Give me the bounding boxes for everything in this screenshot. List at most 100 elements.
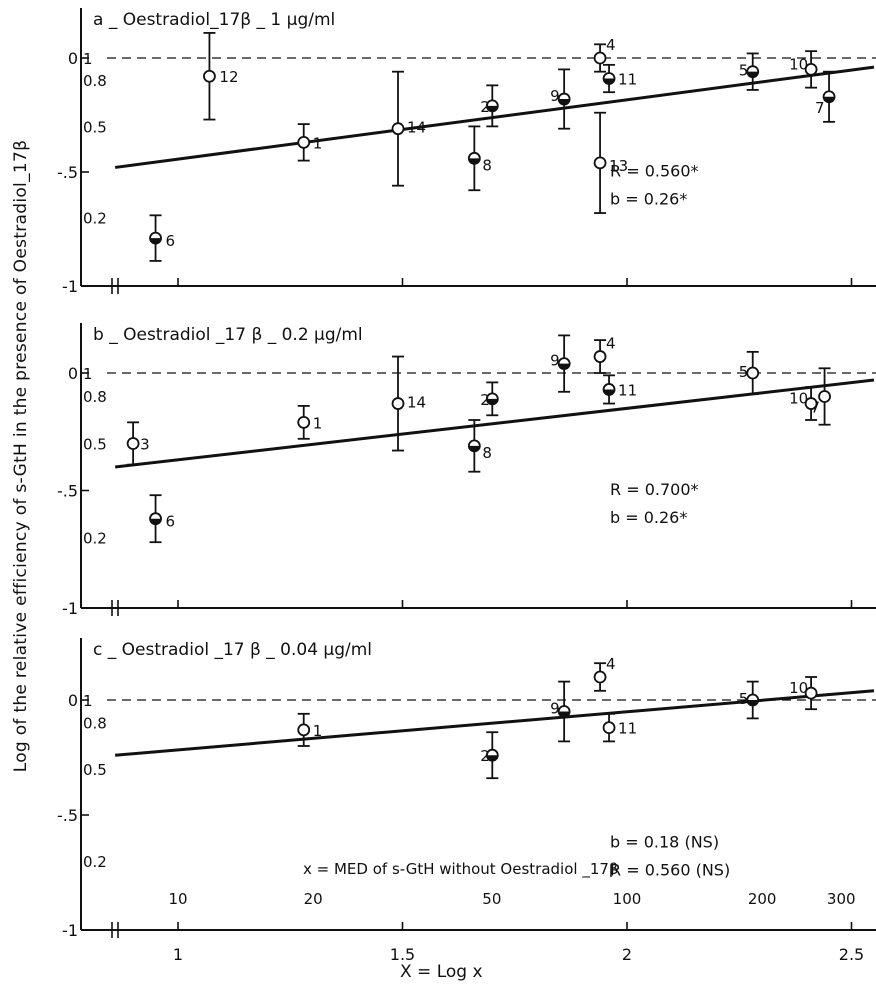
panel-c-point-open	[297, 723, 311, 737]
panel-c-point-label: 1	[313, 722, 323, 740]
panel-b-point-open	[593, 350, 607, 363]
panel-b-stat-label: b = 0.26*	[610, 508, 687, 527]
panel-c-ratio-tick-label: 0.8	[83, 714, 107, 732]
panel-a-ratio-tick-label: 0.5	[83, 119, 107, 137]
y-axis-label: Log of the relative efficiency of s-GtH …	[6, 0, 36, 992]
panel-a-ratio-tick-label: 0.8	[83, 72, 107, 90]
y-axis-label-text: Log of the relative efficiency of s-GtH …	[11, 140, 31, 773]
panel-b-ratio-tick-label: 0.5	[83, 436, 107, 454]
panel-b-point-label: 14	[407, 394, 426, 412]
panel-c-ratio-tick-label: 0.5	[83, 761, 107, 779]
panel-a-point-outline	[822, 90, 836, 104]
panel-a-point-label: 5	[739, 62, 749, 80]
panel-a-regression-line	[114, 65, 875, 169]
panel-a-point-outline	[149, 231, 162, 245]
x-log-tick-label: 1.5	[390, 945, 415, 964]
panel-a-point-label: 8	[482, 156, 492, 174]
panel-b-point-label: 11	[618, 381, 637, 399]
panel-c-stat-label: R = 0.560 (NS)	[610, 861, 730, 880]
panel-a-point-outline	[485, 99, 499, 113]
panel-c-y-tick-label: -1	[62, 921, 78, 940]
panel-c-y-tick-label: -.5	[57, 806, 78, 825]
panel-b-point-open	[297, 415, 311, 429]
panel-b-point-outline	[485, 392, 499, 406]
panel-b-ratio-tick-label: 0.8	[83, 388, 107, 406]
panel-c-point-label: 11	[618, 720, 637, 738]
panel-c-point-outline	[746, 693, 760, 707]
panel-a-title: a _ Oestradiol_17β _ 1 µg/ml	[93, 10, 335, 30]
panel-b-y-tick-label: 0	[68, 364, 78, 383]
panel-c-title: c _ Oestradiol _17 β _ 0.04 µg/ml	[93, 640, 372, 660]
panel-a-stat-label: b = 0.26*	[610, 190, 687, 209]
panel-a-point-label: 9	[550, 87, 560, 105]
panel-c-point-outline	[485, 748, 499, 762]
panel-b-title: b _ Oestradiol _17 β _ 0.2 µg/ml	[93, 325, 363, 345]
panel-c-point-open	[593, 670, 607, 684]
panel-b-point-label: 9	[550, 352, 560, 370]
x-linear-scale-note: x = MED of s-GtH without Oestradiol _17β	[303, 860, 618, 879]
panel-a-point-open	[593, 51, 607, 65]
panel-b-point-label: 5	[739, 363, 749, 381]
panel-c-point-label: 9	[550, 700, 560, 718]
panel-b-y-tick-label: -.5	[57, 482, 78, 501]
x-log-tick-label: 2.5	[839, 945, 864, 964]
panel-b-point-label: 6	[166, 513, 176, 531]
panel-a-point-open	[391, 122, 405, 136]
panel-a-point-open	[297, 135, 311, 149]
panel-a-y-tick-label: 0	[68, 49, 78, 68]
panel-b-point-label: 1	[313, 414, 323, 432]
x-log-tick-label: 1	[173, 945, 183, 964]
panel-a-y-tick-label: -.5	[57, 163, 78, 182]
x-linear-tick-label: 20	[304, 890, 323, 908]
panel-a-point-label: 14	[407, 119, 426, 137]
panel-a-point-label: 11	[618, 71, 637, 89]
panel-b-y-tick-label: -1	[62, 599, 78, 618]
panel-a-y-tick-label: -1	[62, 277, 78, 296]
panel-c-point-open	[602, 721, 616, 734]
x-linear-tick-label: 50	[482, 890, 501, 908]
panel-b-point-open	[126, 437, 140, 450]
panel-a-point-label: 1	[313, 134, 323, 152]
panel-c-stat-label: b = 0.18 (NS)	[610, 833, 719, 852]
panel-c-point-open	[804, 686, 818, 700]
panel-b-ratio-tick-label: 0.2	[83, 529, 107, 547]
panel-b-point-open	[746, 366, 760, 380]
panel-a-point-label: 4	[606, 36, 616, 54]
panel-a-ratio-tick-label: 0.2	[83, 209, 107, 227]
panel-a-point-outline	[557, 92, 571, 106]
panel-b-point-open	[804, 397, 818, 410]
panel-b-stat-label: R = 0.700*	[610, 480, 699, 499]
x-linear-tick-label: 300	[827, 890, 856, 908]
panel-b-point-label: 8	[482, 444, 492, 462]
panel-c-point-label: 2	[480, 747, 490, 765]
panel-a-point-label: 7	[815, 99, 825, 117]
panel-a-point-outline	[467, 151, 481, 165]
panel-a-point-label: 6	[166, 232, 176, 250]
panel-b-point-outline	[557, 357, 571, 371]
panel-c-ratio-tick-label: 0.2	[83, 853, 107, 871]
panel-b-ratio-tick-label: 1	[83, 365, 93, 383]
panel-a-point-open	[203, 69, 216, 83]
x-linear-tick-label: 100	[613, 890, 642, 908]
panel-a-point-label: 13	[609, 157, 628, 175]
x-log-tick-label: 2	[622, 945, 632, 964]
panel-b-point-open	[818, 390, 831, 403]
panel-a-stat-label: R = 0.560*	[610, 162, 699, 181]
panel-a-point-label: 12	[219, 68, 238, 86]
panel-b-point-outline	[602, 383, 616, 396]
x-linear-tick-label: 200	[748, 890, 777, 908]
panel-c-point-outline	[557, 705, 571, 718]
panel-a-point-outline	[602, 72, 616, 85]
panel-a-point-open	[804, 63, 818, 76]
panel-b-point-label: 10	[789, 390, 808, 408]
panel-b-point-open	[391, 397, 405, 410]
panel-a-point-label: 2	[480, 98, 490, 116]
panel-c-y-tick-label: 0	[68, 691, 78, 710]
panel-a-point-open	[593, 156, 607, 170]
panel-a-point-outline	[746, 65, 760, 79]
panel-a-point-label: 10	[789, 55, 808, 73]
panel-b-point-label: 3	[140, 436, 150, 454]
panel-b-point-outline	[149, 512, 162, 526]
x-linear-tick-label: 10	[168, 890, 187, 908]
